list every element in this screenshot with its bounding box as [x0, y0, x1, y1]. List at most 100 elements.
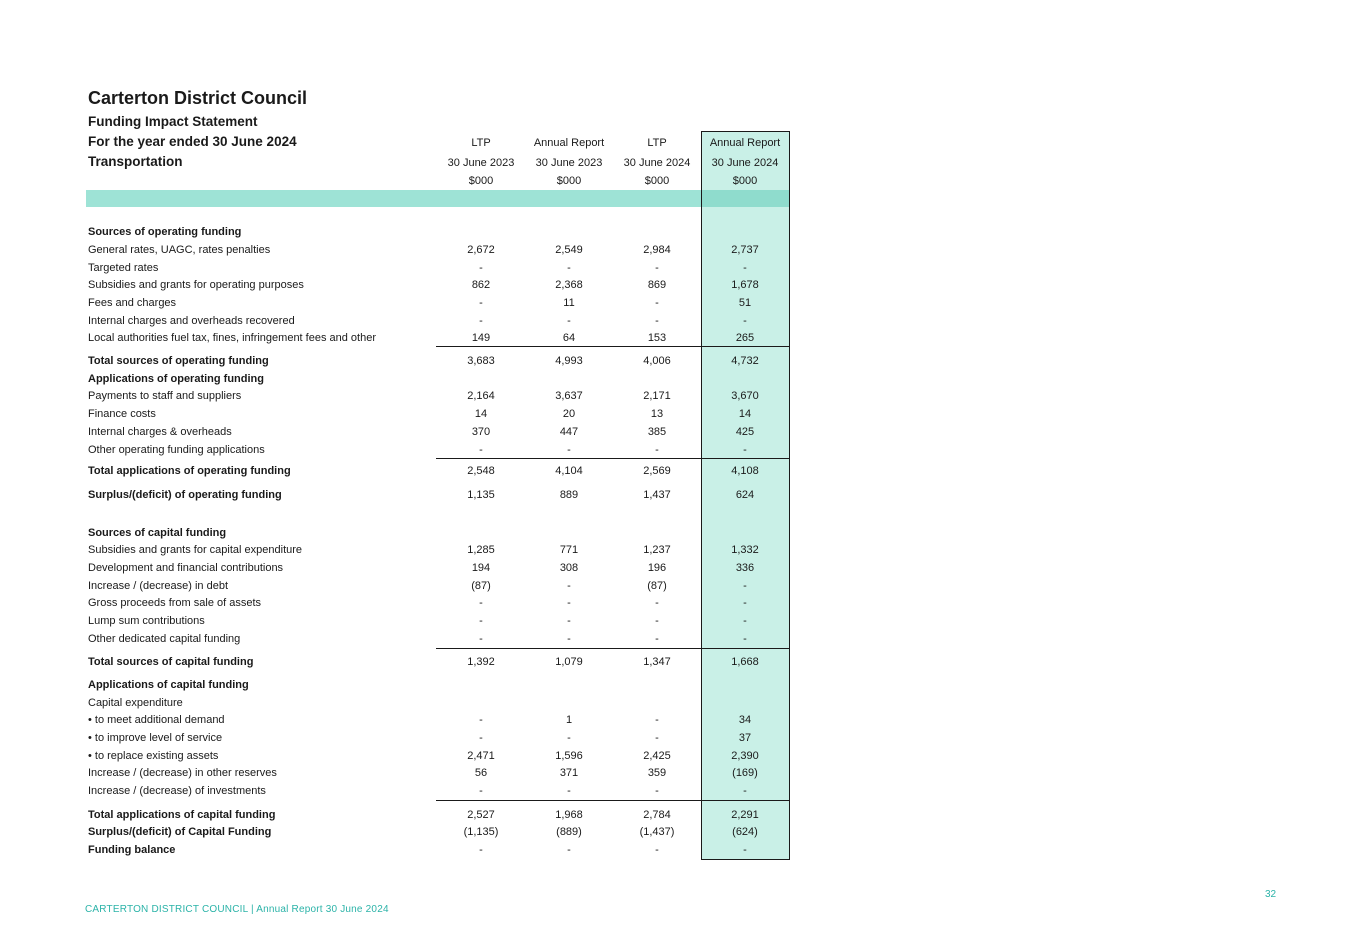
table-row: Capital expenditure [0, 697, 800, 714]
col-date: 30 June 2023 [535, 157, 603, 169]
row-value: 3,670 [731, 390, 759, 402]
row-label: Funding balance [88, 844, 176, 856]
period-title: For the year ended 30 June 2024 [88, 134, 297, 149]
row-value: 1,135 [467, 489, 495, 501]
table-row: Total sources of capital funding 1,392 1,0… [0, 656, 800, 673]
row-value: 2,569 [643, 465, 671, 477]
row-value: - [479, 844, 483, 856]
row-value: - [567, 633, 571, 645]
row-value: 4,993 [555, 355, 583, 367]
row-label: Targeted rates [88, 262, 159, 274]
row-value: 771 [559, 544, 579, 556]
row-value: 3,683 [467, 355, 495, 367]
row-label: Fees and charges [88, 297, 177, 309]
col-unit: $000 [468, 175, 494, 187]
row-label: Internal charges and overheads recovered [88, 315, 295, 327]
total-rule [436, 346, 789, 347]
row-value: - [479, 615, 483, 627]
page-number: 32 [1265, 889, 1277, 900]
total-rule [436, 800, 789, 801]
row-value: - [479, 262, 483, 274]
row-value: 1 [565, 714, 573, 726]
row-label: Subsidies and grants for operating purpo… [88, 279, 304, 291]
row-value: 4,732 [731, 355, 759, 367]
table-row: Surplus/(deficit) of operating funding 1,… [0, 489, 800, 506]
row-value: (1,437) [639, 826, 675, 838]
row-value: 64 [562, 332, 576, 344]
header-band-highlight [702, 190, 789, 207]
row-value: 1,079 [555, 656, 583, 668]
row-value: 869 [647, 279, 667, 291]
col-type: Annual Report [709, 137, 781, 149]
row-value: 447 [559, 426, 579, 438]
table-row: Funding balance - - - - [0, 844, 800, 861]
row-label: Applications of operating funding [88, 373, 264, 385]
col-unit: $000 [644, 175, 670, 187]
row-value: - [655, 785, 659, 797]
col-type: LTP [647, 137, 667, 149]
row-value: 37 [738, 732, 752, 744]
table-row: Development and financial contributions 1… [0, 562, 800, 579]
row-label: Internal charges & overheads [88, 426, 232, 438]
row-value: - [655, 615, 659, 627]
table-row: • to meet additional demand - 1 - 34 [0, 714, 800, 731]
row-value: - [743, 444, 747, 456]
row-value: 1,968 [555, 809, 583, 821]
row-value: - [743, 580, 747, 592]
row-value: 1,332 [731, 544, 759, 556]
row-value: 2,291 [731, 809, 759, 821]
row-value: 2,171 [643, 390, 671, 402]
row-value: 2,425 [643, 750, 671, 762]
row-value: - [567, 732, 571, 744]
row-value: - [655, 262, 659, 274]
col-type: Annual Report [533, 137, 605, 149]
row-value: 359 [647, 767, 667, 779]
row-value: 1,347 [643, 656, 671, 668]
row-value: 425 [735, 426, 755, 438]
row-label: Total applications of capital funding [88, 809, 276, 821]
row-value: - [567, 444, 571, 456]
table-row: Internal charges and overheads recovered… [0, 315, 800, 332]
activity-title: Transportation [88, 154, 183, 169]
row-value: 153 [647, 332, 667, 344]
row-value: 265 [735, 332, 755, 344]
table-row: Increase / (decrease) in debt (87) - (87) - [0, 580, 800, 597]
header-band [86, 190, 701, 207]
row-value: (889) [556, 826, 582, 838]
row-value: - [655, 315, 659, 327]
row-value: 1,678 [731, 279, 759, 291]
table-row: • to replace existing assets 2,471 1,596 2,… [0, 750, 800, 767]
row-value: - [479, 714, 483, 726]
row-label: Development and financial contributions [88, 562, 284, 574]
page-footer: CARTERTON DISTRICT COUNCIL | Annual Repo… [85, 904, 389, 915]
row-value: - [479, 633, 483, 645]
council-title: Carterton District Council [88, 88, 308, 108]
table-row: Gross proceeds from sale of assets - - - - [0, 597, 800, 614]
table-row: • to improve level of service - - - 37 [0, 732, 800, 749]
table-row: Applications of capital funding [0, 679, 800, 696]
row-value: 2,549 [555, 244, 583, 256]
table-row: Total applications of capital funding 2,5… [0, 809, 800, 826]
row-label: Applications of capital funding [88, 679, 249, 691]
row-value: - [479, 732, 483, 744]
table-row: Applications of operating funding [0, 373, 800, 390]
row-label: Total applications of operating funding [88, 465, 291, 477]
row-value: - [479, 315, 483, 327]
row-value: 51 [738, 297, 752, 309]
row-value: (87) [647, 580, 667, 592]
row-value: - [567, 580, 571, 592]
table-row: Fees and charges - 11 - 51 [0, 297, 800, 314]
row-label: Surplus/(deficit) of Capital Funding [88, 826, 272, 838]
statement-title: Funding Impact Statement [88, 114, 258, 129]
table-row: General rates, UAGC, rates penalties 2,67… [0, 244, 800, 261]
row-value: 56 [474, 767, 488, 779]
col-date: 30 June 2023 [447, 157, 515, 169]
row-value: 370 [471, 426, 491, 438]
row-value: 196 [647, 562, 667, 574]
row-value: - [743, 262, 747, 274]
row-value: 889 [559, 489, 579, 501]
row-value: 4,108 [731, 465, 759, 477]
table-row: Sources of operating funding [0, 226, 800, 243]
row-label: • to meet additional demand [88, 714, 225, 726]
row-value: 385 [647, 426, 667, 438]
